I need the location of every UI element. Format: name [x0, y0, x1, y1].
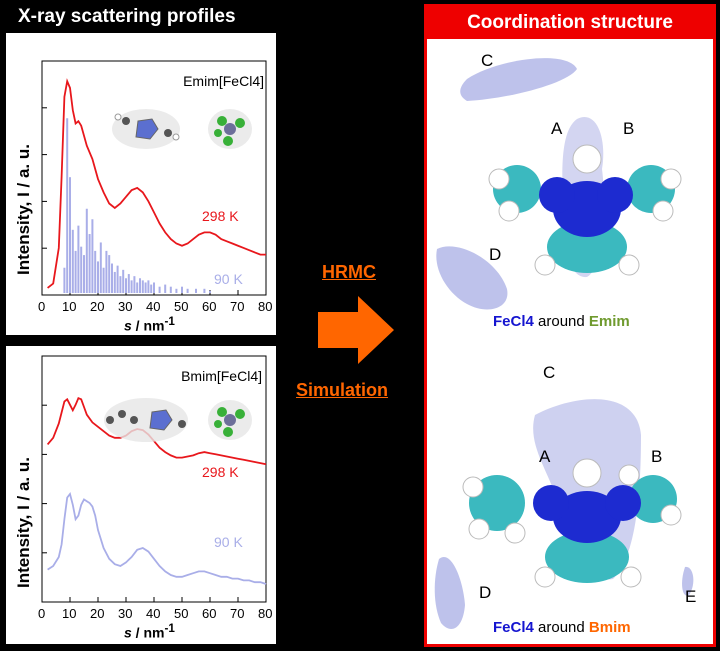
caption-top: FeCl4 around Emim — [493, 313, 630, 330]
x-tick-label: 70 — [230, 606, 245, 621]
series-90k-line — [47, 492, 267, 585]
simulation-label: Simulation — [296, 380, 389, 400]
fecl4-icon — [208, 400, 252, 440]
chart-title-emim: Emim[FeCl4] — [183, 73, 264, 89]
x-axis-title: s / nm-1 — [124, 315, 175, 334]
x-tick-label: 60 — [202, 606, 217, 621]
site-label-c: C — [481, 51, 494, 70]
x-tick-label: 10 — [62, 299, 77, 314]
x-tick-label: 60 — [202, 299, 217, 314]
bmim-molecule-icon — [104, 398, 188, 442]
x-tick-label: 20 — [90, 606, 105, 621]
x-tick-label: 50 — [174, 299, 189, 314]
bmim-cation-render — [462, 458, 682, 588]
x-tick-label: 80 — [258, 606, 273, 621]
site-label-a: A — [551, 119, 563, 138]
chart-emim — [41, 60, 267, 296]
arrow-icon — [318, 296, 394, 364]
emim-molecule-icon — [112, 109, 180, 149]
site-label-e: E — [685, 587, 697, 606]
x-tick-label: 80 — [258, 299, 273, 314]
x-tick-label: 10 — [62, 606, 77, 621]
x-tick-label: 40 — [146, 299, 161, 314]
label-90k: 90 K — [214, 534, 243, 550]
x-tick-label: 0 — [38, 606, 46, 621]
hrmc-label: HRMC — [322, 262, 376, 282]
site-label-d: D — [489, 245, 502, 264]
fecl4-icon — [208, 109, 252, 149]
left-panel-title: X-ray scattering profiles — [18, 6, 236, 27]
x-tick-label: 40 — [146, 606, 161, 621]
site-label-c: C — [543, 363, 556, 382]
site-label-d: D — [479, 583, 492, 602]
chart-panel-emim: Intensity, I / a. u. Emim[FeCl4] 298 K 9… — [6, 33, 276, 335]
x-tick-label: 0 — [38, 299, 46, 314]
x-tick-label: 30 — [118, 606, 133, 621]
label-90k: 90 K — [214, 271, 243, 287]
emim-cation-render — [488, 144, 682, 276]
label-298k: 298 K — [202, 464, 239, 480]
label-298k: 298 K — [202, 208, 239, 224]
site-label-b: B — [651, 447, 663, 466]
right-panel-title: Coordination structure — [427, 7, 713, 39]
site-label-b: B — [623, 119, 635, 138]
x-tick-label: 70 — [230, 299, 245, 314]
caption-bottom: FeCl4 around Bmim — [493, 619, 631, 636]
x-tick-label: 30 — [118, 299, 133, 314]
chart-bmim — [41, 355, 267, 603]
site-label-a: A — [539, 447, 551, 466]
x-tick-label: 20 — [90, 299, 105, 314]
series-298k-line — [47, 78, 266, 289]
coordination-structure-panel: Coordination structure — [424, 4, 716, 647]
x-axis-title: s / nm-1 — [124, 622, 175, 641]
coordination-structure-render — [434, 58, 694, 629]
x-tick-label: 50 — [174, 606, 189, 621]
chart-title-bmim: Bmim[FeCl4] — [181, 368, 262, 384]
chart-panel-bmim: Intensity, I / a. u. Bmim[FeCl4] 298 K 9… — [6, 346, 276, 644]
